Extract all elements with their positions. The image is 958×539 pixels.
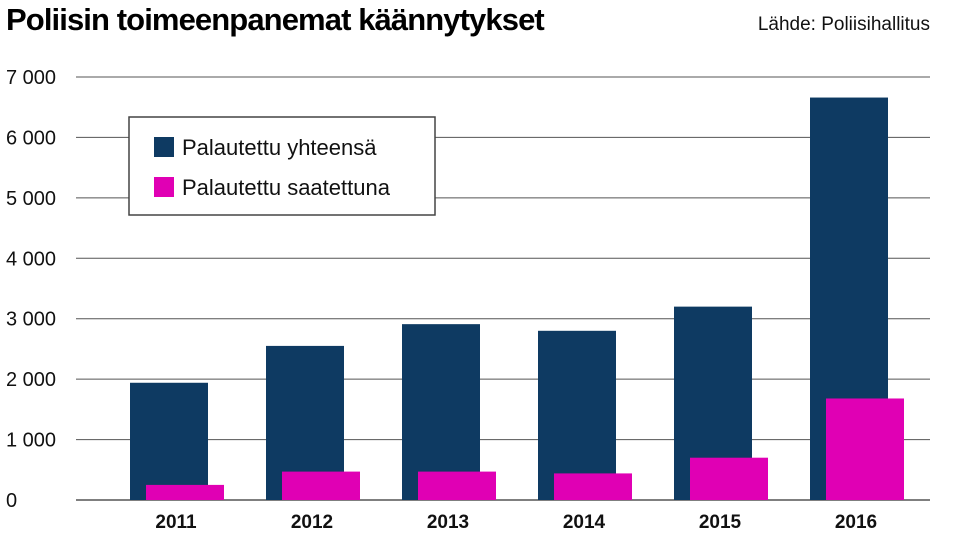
legend-box: [128, 116, 436, 216]
x-tick-label: 2015: [699, 512, 742, 533]
bar-escorted-2016: [826, 398, 904, 500]
y-tick-label: 3 000: [6, 309, 56, 331]
chart-source: Lähde: Poliisihallitus: [757, 14, 930, 35]
y-tick-label: 7 000: [6, 67, 56, 89]
bars-layer: [130, 97, 904, 500]
y-tick-label: 1 000: [6, 430, 56, 452]
legend: Palautettu yhteensä Palautettu saatettun…: [128, 116, 436, 216]
y-tick-label: 4 000: [6, 248, 56, 270]
bar-total-2014: [538, 330, 616, 500]
x-tick-label: 2012: [291, 512, 333, 533]
bar-escorted-2015: [690, 457, 768, 500]
x-axis-tick-labels: 2011 2012 2013 2014 2015 2016: [155, 512, 877, 533]
bar-total-2011: [130, 382, 208, 500]
x-tick-label: 2016: [835, 512, 877, 533]
y-axis-tick-labels: 0 1 000 2 000 3 000 4 000 5 000 6 000 7 000: [6, 67, 56, 512]
bar-escorted-2014: [554, 473, 632, 500]
y-tick-label: 2 000: [6, 369, 56, 391]
x-tick-label: 2013: [427, 512, 469, 533]
x-tick-label: 2011: [155, 512, 197, 533]
legend-label-total: Palautettu yhteensä: [182, 135, 377, 160]
chart-title: Poliisin toimeenpanemat käännytykset: [6, 2, 545, 37]
legend-swatch-total: [154, 137, 174, 157]
bar-total-2013: [402, 324, 480, 500]
x-tick-label: 2014: [563, 512, 606, 533]
bar-escorted-2013: [418, 471, 496, 500]
y-tick-label: 6 000: [6, 127, 56, 149]
y-tick-label: 5 000: [6, 188, 56, 210]
bar-escorted-2011: [146, 484, 224, 500]
legend-label-escorted: Palautettu saatettuna: [182, 175, 391, 200]
bar-escorted-2012: [282, 471, 360, 500]
y-tick-label: 0: [6, 490, 17, 512]
legend-swatch-escorted: [154, 177, 174, 197]
